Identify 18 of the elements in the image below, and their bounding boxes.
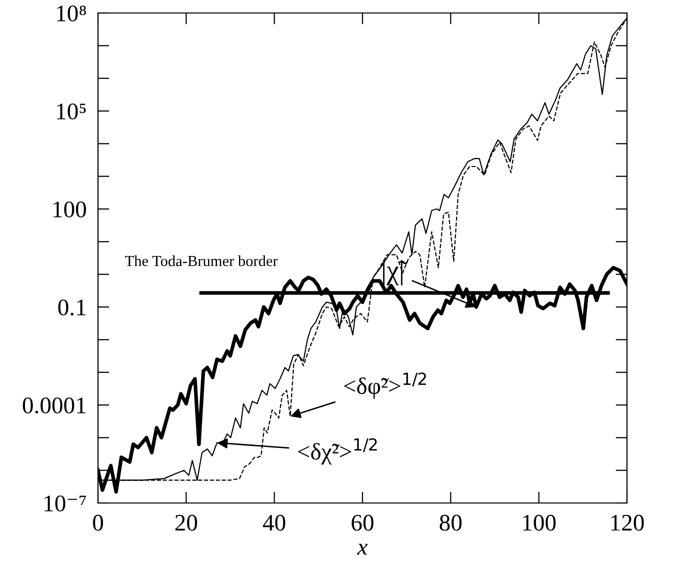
x-tick-label: 100 bbox=[523, 514, 556, 531]
y-tick-label: 10⁸ bbox=[57, 5, 86, 22]
x-axis-title: x bbox=[356, 544, 368, 555]
y-tick-label: 0.0001 bbox=[22, 397, 86, 414]
x-tick-label: 40 bbox=[262, 514, 286, 531]
annotation: <δχ̃²>$^{1/2}$ bbox=[298, 438, 377, 465]
x-tick-label: 0 bbox=[92, 514, 104, 531]
x-tick-label: 80 bbox=[440, 514, 462, 531]
annotation: The Toda-Brumer border bbox=[125, 255, 278, 266]
x-tick-label: 120 bbox=[611, 514, 644, 531]
x-tick-label: 60 bbox=[352, 514, 374, 531]
y-tick-label: 100 bbox=[54, 201, 86, 218]
annotation: <δφ̃²>$^{1/2}$ bbox=[344, 372, 426, 399]
y-tick-label: 0.1 bbox=[58, 299, 86, 316]
y-tick-label: 10⁻⁷ bbox=[44, 495, 86, 512]
annotation: |χ̃| bbox=[383, 260, 408, 286]
x-tick-label: 20 bbox=[175, 514, 198, 531]
y-tick-label: 10⁵ bbox=[57, 103, 86, 120]
